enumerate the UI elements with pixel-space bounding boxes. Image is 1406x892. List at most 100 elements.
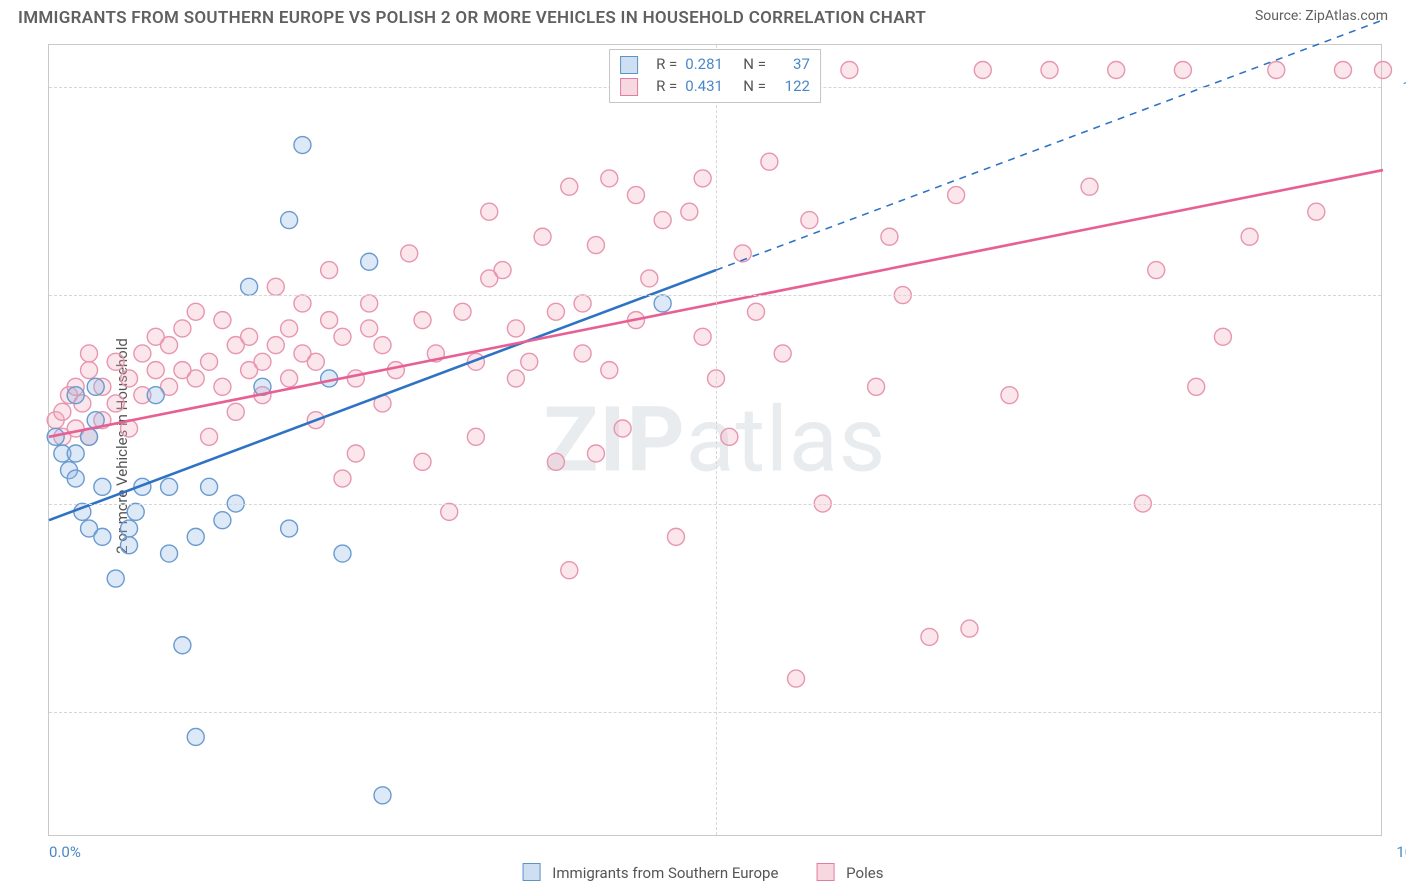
data-point <box>761 153 778 170</box>
data-point <box>521 353 538 370</box>
data-point <box>161 478 178 495</box>
data-point <box>561 178 578 195</box>
data-point <box>201 478 218 495</box>
data-point <box>1334 62 1351 79</box>
gridline-v <box>716 45 717 835</box>
data-point <box>374 337 391 354</box>
data-point <box>641 270 658 287</box>
data-point <box>721 428 738 445</box>
data-point <box>1148 262 1165 279</box>
data-point <box>147 362 164 379</box>
y-tick-label: 75.0% <box>1389 286 1406 304</box>
data-point <box>881 228 898 245</box>
data-point <box>547 453 564 470</box>
data-point <box>788 670 805 687</box>
data-point <box>201 353 218 370</box>
data-point <box>868 378 885 395</box>
data-point <box>748 303 765 320</box>
data-point <box>801 212 818 229</box>
data-point <box>1268 62 1285 79</box>
data-point <box>281 212 298 229</box>
data-point <box>81 362 98 379</box>
data-point <box>841 62 858 79</box>
data-point <box>654 295 671 312</box>
data-point <box>1108 62 1125 79</box>
data-point <box>281 370 298 387</box>
chart-title: IMMIGRANTS FROM SOUTHERN EUROPE VS POLIS… <box>18 8 926 28</box>
data-point <box>1001 387 1018 404</box>
data-point <box>54 403 71 420</box>
data-point <box>294 137 311 154</box>
swatch-pink <box>816 863 834 881</box>
data-point <box>587 445 604 462</box>
data-point <box>267 337 284 354</box>
data-point <box>147 387 164 404</box>
series-legend: Immigrants from Southern Europe Poles <box>523 863 884 882</box>
data-point <box>187 370 204 387</box>
data-point <box>467 428 484 445</box>
data-point <box>614 420 631 437</box>
data-point <box>534 228 551 245</box>
data-point <box>281 520 298 537</box>
data-point <box>574 295 591 312</box>
n-value-blue: 37 <box>774 54 810 76</box>
data-point <box>127 503 144 520</box>
data-point <box>454 303 471 320</box>
data-point <box>507 370 524 387</box>
gridline-h <box>49 504 1381 505</box>
n-label: N = <box>743 76 766 98</box>
data-point <box>374 787 391 804</box>
data-point <box>321 312 338 329</box>
data-point <box>667 528 684 545</box>
data-point <box>214 312 231 329</box>
data-point <box>494 262 511 279</box>
data-point <box>241 278 258 295</box>
data-point <box>347 370 364 387</box>
swatch-blue <box>620 56 638 74</box>
data-point <box>307 353 324 370</box>
data-point <box>414 453 431 470</box>
data-point <box>694 328 711 345</box>
data-point <box>161 545 178 562</box>
r-value-blue: 0.281 <box>685 54 733 76</box>
data-point <box>87 378 104 395</box>
data-point <box>1041 62 1058 79</box>
data-point <box>281 320 298 337</box>
swatch-blue <box>523 863 541 881</box>
y-tick-label: 25.0% <box>1389 703 1406 721</box>
data-point <box>654 212 671 229</box>
data-point <box>587 237 604 254</box>
data-point <box>67 470 84 487</box>
data-point <box>94 478 111 495</box>
data-point <box>547 303 564 320</box>
legend-label-blue: Immigrants from Southern Europe <box>552 864 778 882</box>
data-point <box>121 370 138 387</box>
data-point <box>161 337 178 354</box>
r-label: R = <box>656 76 677 98</box>
data-point <box>361 295 378 312</box>
data-point <box>1188 378 1205 395</box>
data-point <box>214 512 231 529</box>
legend-item-blue: Immigrants from Southern Europe <box>523 863 779 882</box>
data-point <box>694 170 711 187</box>
y-tick-label: 50.0% <box>1389 495 1406 513</box>
data-point <box>347 445 364 462</box>
data-point <box>107 570 124 587</box>
gridline-h <box>49 712 1381 713</box>
data-point <box>774 345 791 362</box>
data-point <box>361 320 378 337</box>
source-attribution: Source: ZipAtlas.com <box>1255 8 1388 24</box>
data-point <box>974 62 991 79</box>
data-point <box>201 428 218 445</box>
data-point <box>948 187 965 204</box>
swatch-pink <box>620 78 638 96</box>
data-point <box>414 312 431 329</box>
plot-svg <box>49 45 1381 835</box>
data-point <box>174 320 191 337</box>
x-tick-min: 0.0% <box>49 843 81 861</box>
n-value-pink: 122 <box>774 76 810 98</box>
data-point <box>481 203 498 220</box>
r-label: R = <box>656 54 677 76</box>
data-point <box>294 295 311 312</box>
data-point <box>67 387 84 404</box>
